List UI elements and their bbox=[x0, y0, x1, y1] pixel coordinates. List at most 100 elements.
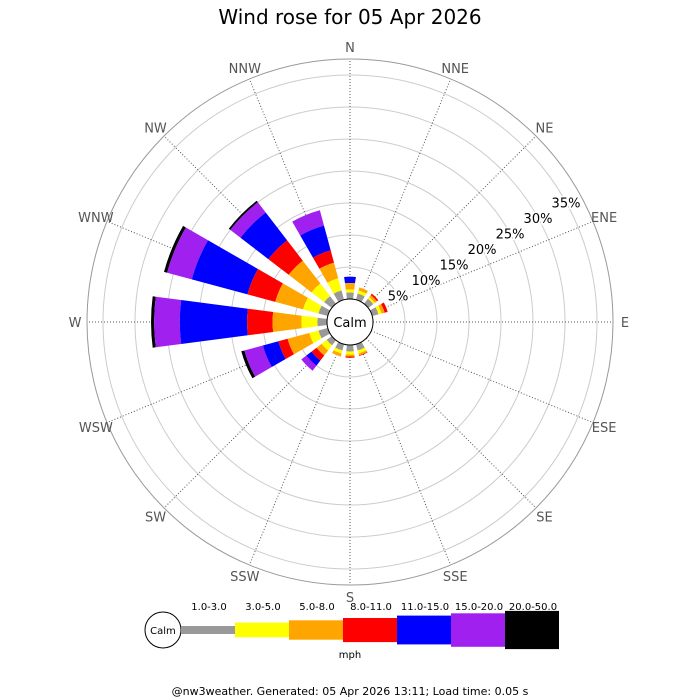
bar-sw-bin-5 bbox=[306, 351, 321, 366]
bar-sw-bin-3 bbox=[316, 343, 329, 356]
bar-wnw-bin-7 bbox=[164, 225, 186, 273]
legend-calm-label: Calm bbox=[150, 626, 176, 637]
legend-label-7: 20.0-50.0 bbox=[509, 602, 557, 613]
bar-wsw-bin-6 bbox=[244, 345, 272, 377]
bar-sse-bin-3 bbox=[358, 350, 368, 356]
ring-labels: 5%10%15%20%25%30%35% bbox=[386, 195, 582, 306]
bar-nw-bin-5 bbox=[240, 212, 288, 260]
spoke-ne bbox=[365, 135, 537, 307]
bar-nnw-bin-1 bbox=[333, 290, 344, 303]
spoke-nnw bbox=[248, 78, 342, 301]
spoke-wsw bbox=[106, 330, 329, 424]
bar-w-bin-7 bbox=[151, 296, 156, 348]
bar-nw-bin-1 bbox=[324, 296, 336, 308]
spoke-ene bbox=[371, 220, 594, 314]
legend-swatch-3 bbox=[289, 620, 343, 640]
bar-n-bin-3 bbox=[345, 282, 355, 290]
chart-title: Wind rose for 05 Apr 2026 bbox=[218, 5, 481, 29]
legend-label-5: 11.0-15.0 bbox=[401, 602, 449, 613]
footer-text: @nw3weather. Generated: 05 Apr 2026 13:1… bbox=[172, 685, 529, 698]
spoke-sse bbox=[358, 343, 452, 566]
bar-w-bin-3 bbox=[272, 312, 302, 332]
ring-label-2: 10% bbox=[412, 274, 441, 289]
calm-label: Calm bbox=[333, 316, 366, 331]
bar-wnw-bin-4 bbox=[247, 269, 283, 302]
bar-nw-bin-2 bbox=[311, 283, 331, 303]
bar-nne-bin-3 bbox=[358, 287, 368, 294]
direction-label-nne: NNE bbox=[441, 62, 469, 77]
bar-wnw-bin-1 bbox=[318, 305, 331, 316]
legend-swatch-2 bbox=[235, 622, 289, 638]
bar-nnw-bin-3 bbox=[319, 262, 339, 283]
bar-ssw-bin-3 bbox=[332, 350, 342, 357]
bar-ssw-bin-2 bbox=[333, 347, 343, 354]
direction-label-ene: ENE bbox=[591, 211, 617, 226]
legend-label-1: 1.0-3.0 bbox=[191, 602, 226, 613]
bar-nnw-bin-5 bbox=[300, 225, 331, 258]
bar-w-bin-6 bbox=[154, 296, 182, 348]
legend-swatch-7 bbox=[505, 610, 559, 650]
bar-w-bin-1 bbox=[317, 317, 328, 327]
direction-label-se: SE bbox=[536, 511, 552, 526]
bar-nne-bin-2 bbox=[357, 290, 367, 297]
direction-label-w: W bbox=[69, 316, 82, 331]
bar-w-bin-5 bbox=[179, 300, 248, 344]
bar-wnw-bin-2 bbox=[303, 297, 322, 314]
direction-labels: N NNE NE ENE E ESE SE SSE S SSW SW WSW W WNW NW NNW bbox=[69, 41, 630, 606]
bar-wsw-bin-4 bbox=[278, 338, 294, 359]
ring-label-1: 5% bbox=[388, 289, 409, 304]
bar-w-bin-4 bbox=[247, 308, 274, 336]
direction-label-wsw: WSW bbox=[79, 421, 113, 436]
legend-label-3: 5.0-8.0 bbox=[299, 602, 334, 613]
bar-sse-bin-4 bbox=[359, 351, 368, 356]
calm-circle: Calm bbox=[326, 298, 374, 346]
bar-s-bin-2 bbox=[345, 351, 355, 355]
legend-swatch-4 bbox=[343, 618, 397, 643]
legend-label-4: 8.0-11.0 bbox=[350, 602, 392, 613]
spoke-ese bbox=[371, 330, 594, 424]
ring-label-5: 25% bbox=[496, 227, 525, 242]
bar-n-bin-5 bbox=[344, 276, 356, 284]
bar-ene-bin-2 bbox=[375, 305, 382, 315]
bar-s-bin-1 bbox=[346, 344, 354, 352]
bar-nw-bin-7 bbox=[228, 200, 258, 230]
ring-label-6: 30% bbox=[524, 212, 553, 227]
bar-wnw-bin-5 bbox=[191, 240, 258, 295]
bar-sw-bin-4 bbox=[311, 347, 325, 361]
bar-nw-bin-4 bbox=[268, 240, 303, 275]
legend-swatch-1 bbox=[181, 626, 235, 634]
bar-wsw-bin-1 bbox=[318, 328, 331, 339]
spoke-se bbox=[365, 337, 537, 509]
direction-label-n: N bbox=[345, 41, 355, 56]
bar-nnw-bin-4 bbox=[313, 250, 334, 269]
bar-ne-bin-2 bbox=[367, 297, 375, 305]
wind-bars bbox=[151, 200, 388, 379]
bar-wsw-bin-3 bbox=[287, 333, 314, 355]
ring-7 bbox=[102, 74, 598, 570]
direction-label-nnw: NNW bbox=[229, 62, 261, 77]
ring-label-7: 35% bbox=[552, 196, 581, 211]
spoke-ssw bbox=[248, 343, 342, 566]
bar-nnw-bin-6 bbox=[292, 210, 324, 236]
bar-nw-bin-6 bbox=[230, 202, 266, 238]
bar-ene-bin-3 bbox=[378, 304, 385, 314]
bar-s-bin-4 bbox=[345, 356, 355, 358]
bar-ene-bin-4 bbox=[381, 302, 388, 313]
direction-label-s: S bbox=[346, 591, 354, 606]
legend-label-2: 3.0-5.0 bbox=[245, 602, 280, 613]
legend: Calm mph 1.0-3.0 3.0-5.0 5.0-8.0 8.0-11.0 11… bbox=[144, 602, 559, 661]
bar-sw-bin-2 bbox=[321, 339, 333, 351]
spoke-nne bbox=[358, 78, 452, 301]
bar-sw-bin-6 bbox=[301, 355, 317, 371]
bar-wsw-bin-5 bbox=[262, 341, 286, 367]
bar-wnw-bin-6 bbox=[167, 227, 208, 280]
legend-swatch-6 bbox=[451, 613, 505, 647]
bar-n-bin-1 bbox=[346, 292, 354, 300]
direction-label-e: E bbox=[621, 316, 629, 331]
direction-label-wnw: WNW bbox=[78, 211, 114, 226]
bar-wsw-bin-2 bbox=[309, 330, 322, 344]
bar-ne-bin-4 bbox=[370, 293, 379, 302]
direction-label-ne: NE bbox=[536, 122, 554, 137]
bar-sse-bin-2 bbox=[357, 347, 367, 354]
